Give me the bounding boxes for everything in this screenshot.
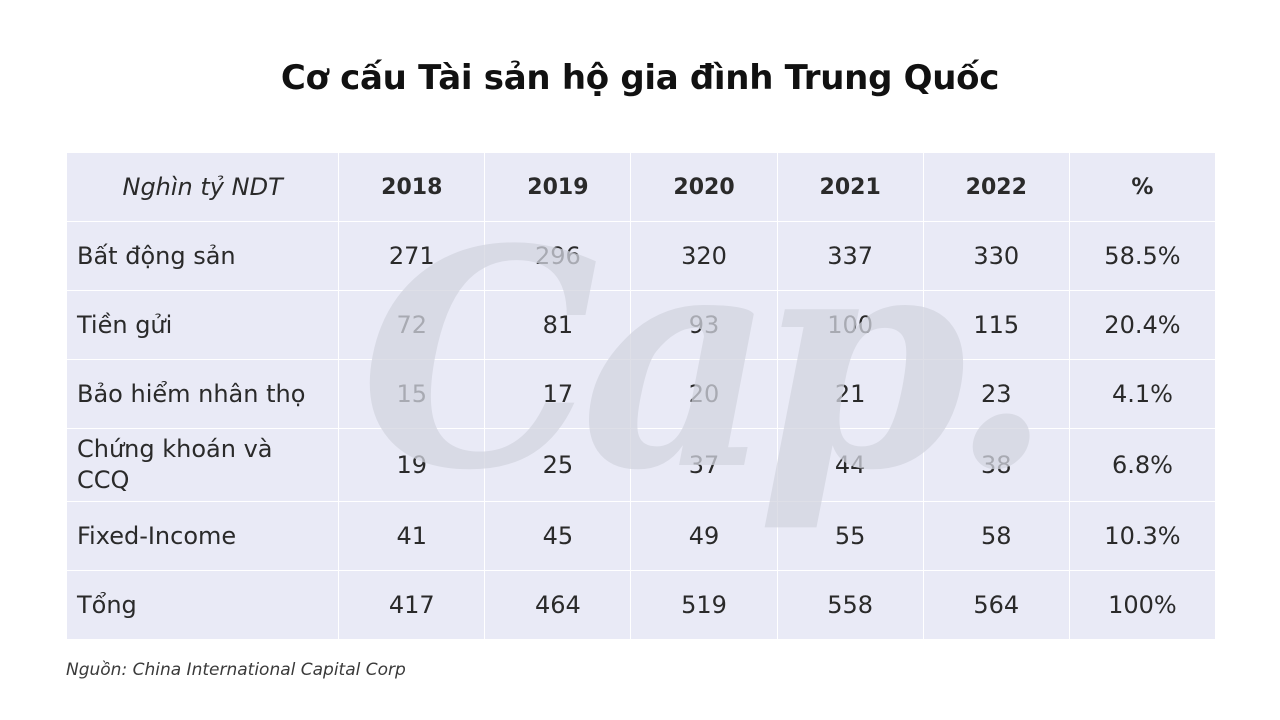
table-cell: 564 [922,570,1070,640]
table-cell: 15 [338,359,486,429]
table-cell: 20.4% [1068,290,1217,360]
source-note: Nguồn: China International Capital Corp [66,660,406,680]
column-header: 2021 [776,152,924,222]
table-row: Bảo hiểm nhân thọ 15 17 20 21 23 4.1% [65,359,1217,429]
table-cell: 296 [484,221,632,291]
table-cell: 41 [338,501,486,571]
table-row: Tổng 417 464 519 558 564 100% [65,570,1217,640]
table-cell: 417 [338,570,486,640]
table-cell: 49 [630,501,778,571]
table-cell: 23 [922,359,1070,429]
table-row: Tiền gửi 72 81 93 100 115 20.4% [65,290,1217,360]
table-cell: 93 [630,290,778,360]
table-row: Chứng khoán và CCQ 19 25 37 44 38 6.8% [65,428,1217,502]
table-cell: 4.1% [1068,359,1217,429]
column-header: 2019 [484,152,632,222]
row-label: Tổng [65,570,340,640]
table-cell: 58 [922,501,1070,571]
page-title: Cơ cấu Tài sản hộ gia đình Trung Quốc [280,58,1000,98]
table-cell: 558 [776,570,924,640]
source-label: Nguồn: [66,660,128,680]
column-header: 2020 [630,152,778,222]
source-text: China International Capital Corp [132,660,406,680]
table-cell: 330 [922,221,1070,291]
data-table: Nghìn tỷ NDT 2018 2019 2020 2021 2022 % … [65,152,1217,640]
column-header: 2022 [922,152,1070,222]
table-cell: 37 [630,428,778,502]
column-header: 2018 [338,152,486,222]
row-label: Chứng khoán và CCQ [65,428,340,502]
table-cell: 100 [776,290,924,360]
table-cell: 6.8% [1068,428,1217,502]
table-cell: 115 [922,290,1070,360]
row-label: Fixed-Income [65,501,340,571]
table-cell: 25 [484,428,632,502]
table-cell: 519 [630,570,778,640]
table-cell: 20 [630,359,778,429]
column-header: Nghìn tỷ NDT [65,152,340,222]
table-body: Bất động sản 271 296 320 337 330 58.5% Tiền gửi… [65,221,1217,640]
table-cell: 19 [338,428,486,502]
table-cell: 44 [776,428,924,502]
table-cell: 81 [484,290,632,360]
table-cell: 100% [1068,570,1217,640]
table-row: Bất động sản 271 296 320 337 330 58.5% [65,221,1217,291]
column-header: % [1068,152,1217,222]
table-cell: 72 [338,290,486,360]
table-row: Fixed-Income 41 45 49 55 58 10.3% [65,501,1217,571]
table-cell: 17 [484,359,632,429]
table-cell: 271 [338,221,486,291]
table-cell: 45 [484,501,632,571]
header-row: Nghìn tỷ NDT 2018 2019 2020 2021 2022 % [65,152,1217,222]
table-cell: 464 [484,570,632,640]
table-cell: 58.5% [1068,221,1217,291]
row-label: Tiền gửi [65,290,340,360]
table-cell: 337 [776,221,924,291]
row-label: Bảo hiểm nhân thọ [65,359,340,429]
table-cell: 38 [922,428,1070,502]
row-label: Bất động sản [65,221,340,291]
table-cell: 10.3% [1068,501,1217,571]
table-cell: 21 [776,359,924,429]
table-cell: 55 [776,501,924,571]
table-cell: 320 [630,221,778,291]
